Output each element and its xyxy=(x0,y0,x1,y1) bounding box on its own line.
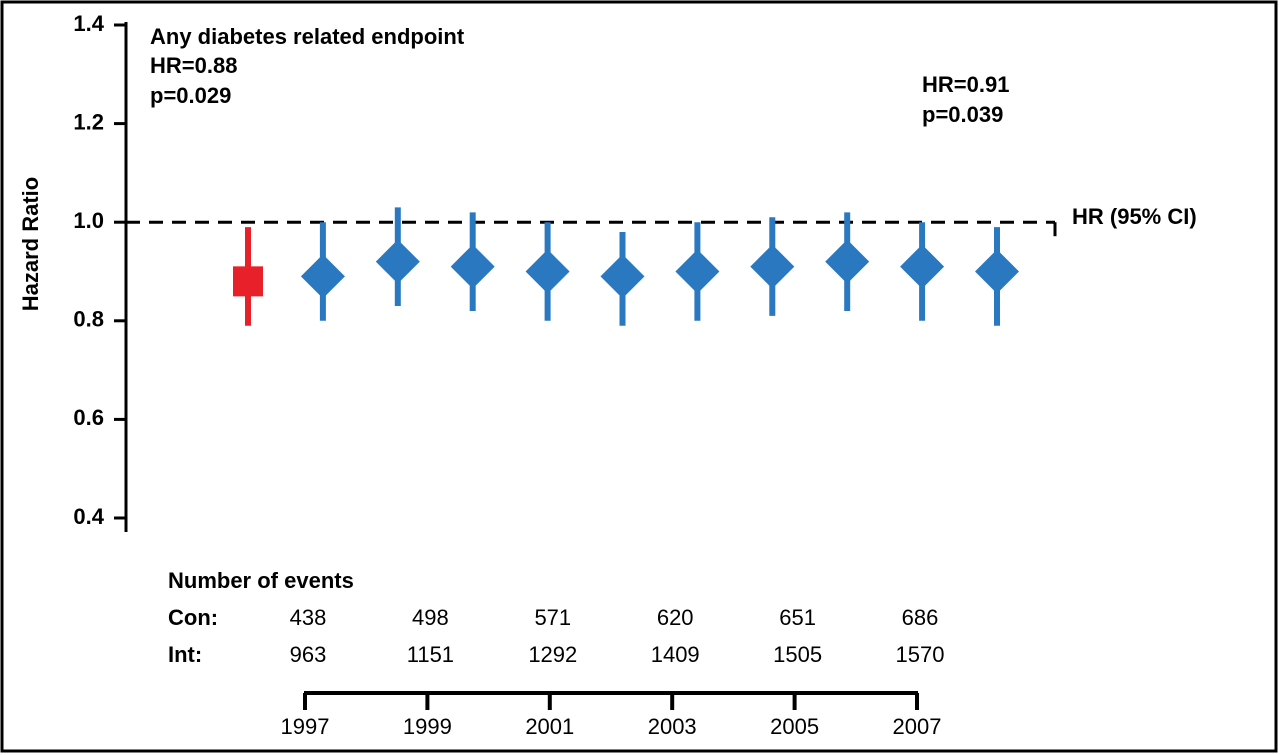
marker xyxy=(600,254,645,299)
marker xyxy=(825,239,870,284)
event-count: 438 xyxy=(290,605,327,630)
y-tick-label: 1.4 xyxy=(73,11,104,36)
y-tick-label: 1.0 xyxy=(73,208,104,233)
chart-title: Any diabetes related endpoint xyxy=(150,24,465,49)
marker xyxy=(675,249,720,294)
x-tick-label: 1999 xyxy=(403,714,452,739)
event-count: 1292 xyxy=(528,642,577,667)
x-tick-label: 1997 xyxy=(281,714,330,739)
marker xyxy=(525,249,570,294)
x-tick-label: 2005 xyxy=(770,714,819,739)
event-count: 620 xyxy=(657,605,694,630)
y-tick-label: 0.6 xyxy=(73,405,104,430)
marker xyxy=(375,239,420,284)
y-axis-label: Hazard Ratio xyxy=(18,177,43,311)
event-count: 1505 xyxy=(773,642,822,667)
marker xyxy=(750,244,795,289)
annotation: p=0.029 xyxy=(150,83,231,108)
annotation: HR=0.91 xyxy=(922,72,1009,97)
ref-label: HR (95% CI) xyxy=(1072,204,1197,229)
event-count: 963 xyxy=(290,642,327,667)
event-count: 651 xyxy=(779,605,816,630)
event-count: 686 xyxy=(902,605,939,630)
y-tick-label: 1.2 xyxy=(73,109,104,134)
marker xyxy=(450,244,495,289)
x-tick-label: 2007 xyxy=(893,714,942,739)
marker xyxy=(233,266,263,297)
event-count: 1151 xyxy=(407,642,454,667)
y-tick-label: 0.8 xyxy=(73,307,104,332)
annotation: HR=0.88 xyxy=(150,53,237,78)
annotation: p=0.039 xyxy=(922,102,1003,127)
event-count: 498 xyxy=(412,605,449,630)
event-count: 1570 xyxy=(896,642,945,667)
x-tick-label: 2001 xyxy=(525,714,574,739)
y-tick-label: 0.4 xyxy=(73,504,104,529)
marker xyxy=(900,244,945,289)
x-tick-label: 2003 xyxy=(648,714,697,739)
event-count: 571 xyxy=(534,605,571,630)
marker xyxy=(300,254,345,299)
marker xyxy=(975,249,1019,294)
event-count: 1409 xyxy=(651,642,700,667)
row-label: Int: xyxy=(168,642,202,667)
events-title: Number of events xyxy=(168,568,354,593)
row-label: Con: xyxy=(168,605,218,630)
